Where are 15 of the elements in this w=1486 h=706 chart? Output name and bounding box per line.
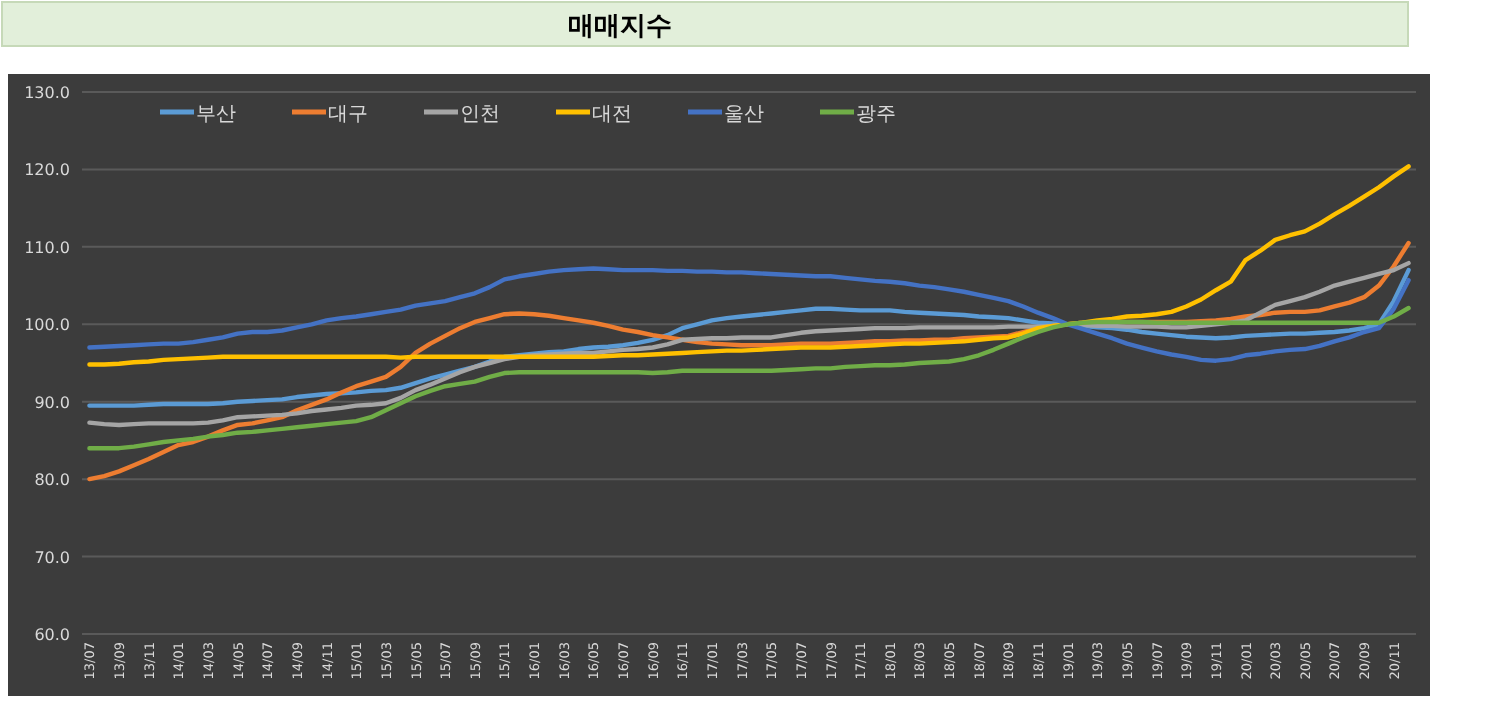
legend-label: 대전 [592, 104, 632, 126]
y-tick-label: 90.0 [34, 393, 70, 412]
y-tick-label: 100.0 [24, 316, 70, 335]
y-tick-label: 70.0 [34, 548, 70, 567]
legend-label: 인천 [460, 104, 500, 126]
y-tick-label: 120.0 [24, 161, 70, 180]
legend-label: 울산 [724, 104, 764, 126]
y-tick-label: 80.0 [34, 471, 70, 490]
legend-label: 부산 [196, 104, 236, 126]
legend-label: 광주 [856, 104, 896, 126]
y-tick-label: 110.0 [24, 238, 70, 257]
y-tick-label: 60.0 [34, 626, 70, 644]
chart-title: 매매지수 [568, 12, 672, 42]
legend-label: 대구 [328, 104, 368, 126]
y-tick-label: 130.0 [24, 84, 70, 102]
